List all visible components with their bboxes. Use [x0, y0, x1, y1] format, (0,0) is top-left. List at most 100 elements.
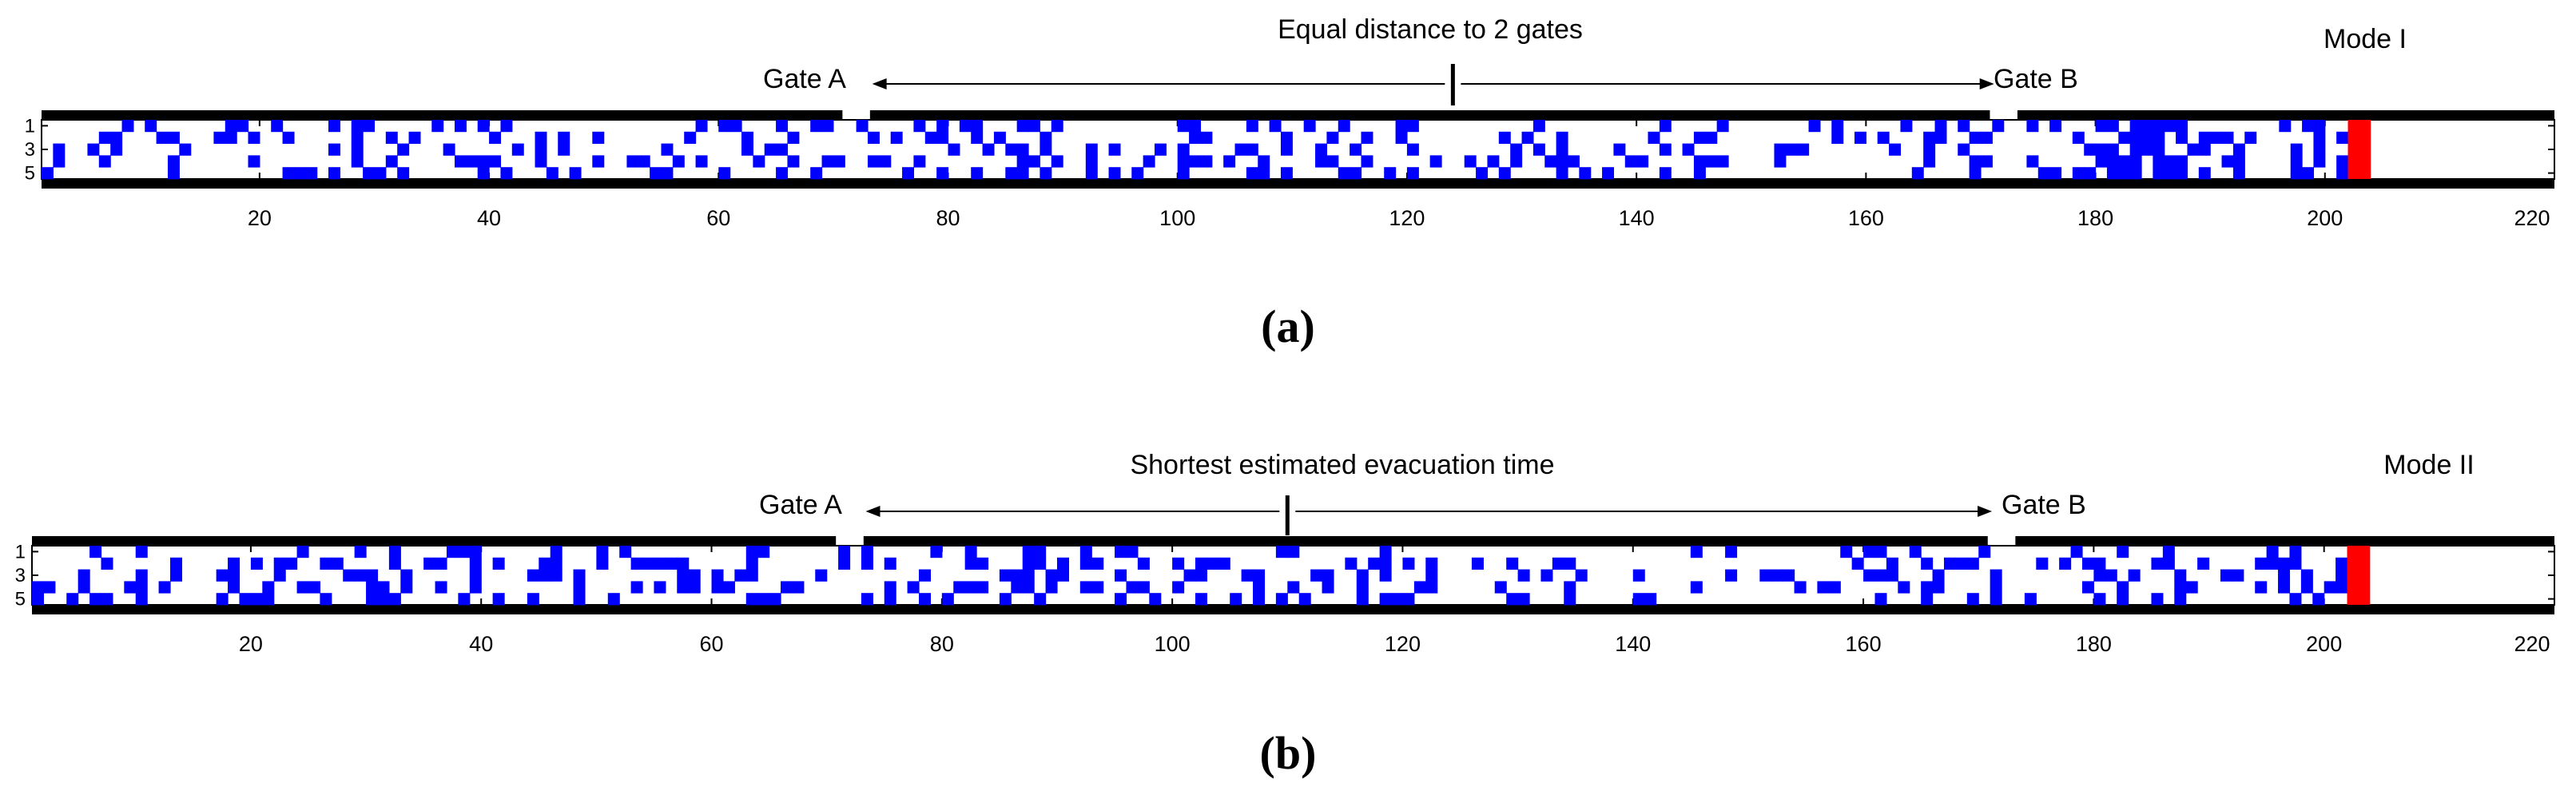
agent-cell [1900, 120, 1913, 133]
agent-cell [741, 131, 753, 144]
agent-cell [2313, 155, 2326, 168]
agent-cell [1137, 581, 1150, 594]
agent-cell [400, 581, 413, 594]
agent-cell [971, 131, 984, 144]
agent-cell [1774, 143, 1787, 156]
agent-cell [89, 593, 102, 606]
agent-cell [971, 120, 984, 133]
agent-cell [971, 167, 984, 180]
agent-cell [2255, 557, 2268, 570]
agent-cell [1958, 120, 1970, 133]
agent-cell [1958, 143, 1970, 156]
agent-cell [2336, 155, 2349, 168]
agent-cell [654, 557, 666, 570]
agent-cell [1690, 546, 1703, 558]
agent-cell [619, 546, 632, 558]
panel-label: (a) [1261, 300, 1315, 352]
agent-cell [1361, 131, 1373, 144]
agent-cell [1384, 167, 1397, 180]
agent-cell [32, 593, 45, 606]
agent-cell [1079, 557, 1092, 570]
agent-cell [2162, 557, 2175, 570]
agent-cell [296, 546, 309, 558]
agent-cell [918, 569, 932, 582]
agent-cell [2290, 167, 2303, 180]
agent-cell [1253, 569, 1266, 582]
agent-cell [1966, 557, 1979, 570]
agent-cell [2335, 569, 2348, 582]
agent-cell [2198, 131, 2211, 144]
agent-cell [363, 120, 376, 133]
agent-cell [435, 557, 447, 570]
agent-cell [2336, 131, 2349, 144]
agent-cell [225, 120, 237, 133]
agent-cell [936, 167, 949, 180]
agent-cell [1280, 131, 1293, 144]
agent-cell [1402, 557, 1415, 570]
agent-cell [1955, 557, 1968, 570]
agent-cell [953, 581, 966, 594]
agent-cell [2197, 557, 2210, 570]
agent-cell [2300, 581, 2313, 594]
agent-cell [745, 569, 758, 582]
agent-cell [1246, 120, 1258, 133]
agent-cell [167, 167, 180, 180]
agent-cell [1980, 131, 1993, 144]
agent-cell [753, 155, 765, 168]
agent-cell [469, 581, 482, 594]
agent-cell [2278, 569, 2291, 582]
agent-cell [1886, 569, 1898, 582]
agent-cell [443, 143, 455, 156]
agent-cell [363, 167, 376, 180]
agent-cell [2232, 569, 2244, 582]
agent-cell [734, 569, 747, 582]
agent-cell [1056, 557, 1069, 570]
agent-cell [1234, 143, 1247, 156]
agent-cell [320, 557, 332, 570]
agent-cell [1921, 593, 1934, 606]
agent-cell [1322, 569, 1334, 582]
agent-cell [296, 581, 309, 594]
agent-cell [1207, 557, 1219, 570]
agent-cell [769, 593, 781, 606]
x-tick-label: 180 [2076, 632, 2112, 656]
agent-cell [53, 155, 66, 168]
agent-cell [320, 593, 332, 606]
agent-cell [500, 167, 513, 180]
agent-cell [2290, 155, 2303, 168]
agent-cell [2312, 593, 2325, 606]
agent-cell [558, 143, 570, 156]
agent-cell [1005, 167, 1018, 180]
agent-cell [1154, 143, 1167, 156]
agent-cell [1056, 569, 1069, 582]
agent-cell [156, 131, 169, 144]
agent-cell [1579, 167, 1592, 180]
agent-cell [1195, 557, 1207, 570]
agent-cell [1005, 143, 1018, 156]
agent-cell [1969, 155, 1982, 168]
x-tick-label: 80 [930, 632, 954, 656]
x-tick-label: 60 [699, 632, 723, 656]
agent-cell [385, 155, 398, 168]
agent-cell [469, 557, 482, 570]
agent-cell [2084, 167, 2097, 180]
agent-cell [729, 120, 742, 133]
agent-cell [2302, 120, 2315, 133]
agent-cell [1774, 155, 1787, 168]
agent-cell [2081, 581, 2094, 594]
gate-b-label: Gate B [2002, 490, 2086, 520]
agent-cell [1108, 167, 1121, 180]
agent-cell [1932, 581, 1945, 594]
agent-cell [1315, 155, 1328, 168]
agent-cell [1659, 143, 1672, 156]
agent-cell [2106, 143, 2119, 156]
agent-cell [1040, 167, 1052, 180]
agent-cell [2026, 120, 2039, 133]
agent-cell [1990, 581, 2002, 594]
agent-cell [1532, 143, 1545, 156]
agent-cell [1725, 546, 1738, 558]
agent-cell [1028, 120, 1040, 133]
agent-cell [650, 167, 662, 180]
agent-cell [1840, 546, 1853, 558]
agent-cell [527, 569, 539, 582]
